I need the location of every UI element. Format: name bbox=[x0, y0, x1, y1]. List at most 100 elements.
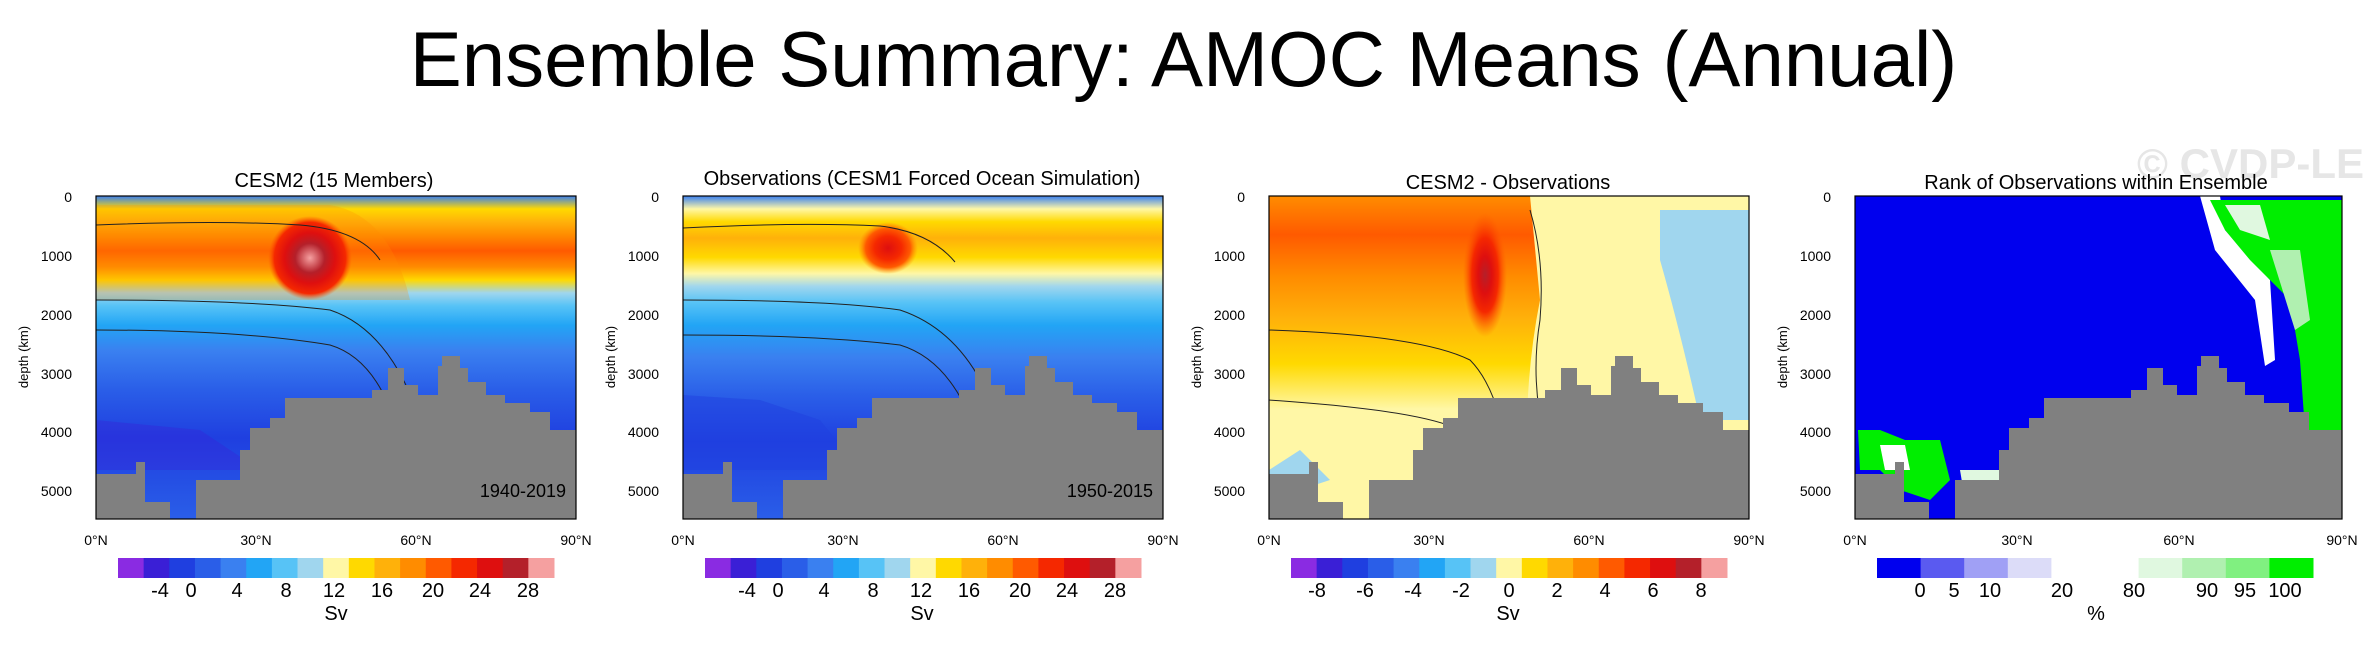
panel-4-ytick-4: 4000 bbox=[1800, 424, 1831, 440]
panel-1-ytick-5: 5000 bbox=[41, 483, 72, 499]
panel-3-xtick-1: 30°N bbox=[1413, 532, 1444, 548]
watermark: © CVDP-LE bbox=[2137, 140, 2364, 187]
panel-1-xtick-3: 90°N bbox=[560, 532, 591, 548]
figure-title: Ensemble Summary: AMOC Means (Annual) bbox=[409, 15, 1958, 103]
panel-1-colorbar-swatch bbox=[169, 558, 196, 578]
panel-4-white-band bbox=[2200, 196, 2275, 366]
panel-2-title: Observations (CESM1 Forced Ocean Simulat… bbox=[704, 168, 1141, 190]
panel-3-colorbar-swatch bbox=[1573, 558, 1600, 578]
panel-3-colorbar-swatch bbox=[1470, 558, 1497, 578]
panel-2-xtick-2: 60°N bbox=[987, 532, 1018, 548]
panel-4-frame bbox=[1854, 195, 2343, 520]
panel-4-cb-tick-3: 20 bbox=[2051, 580, 2073, 602]
panel-1-frame bbox=[95, 195, 577, 520]
panel-1-y-axis: depth (km) 0 1000 2000 3000 4000 5000 bbox=[16, 189, 72, 499]
panel-3-y-axis: depth (km) 0 1000 2000 3000 4000 5000 bbox=[1189, 189, 1245, 499]
panel-3-xtick-2: 60°N bbox=[1573, 532, 1604, 548]
panel-4-colorbar-swatch bbox=[2051, 558, 2096, 578]
panel-3-bathymetry bbox=[1269, 356, 1749, 519]
panel-2-colorbar-swatch bbox=[961, 558, 988, 578]
panel-1-xtick-0: 0°N bbox=[84, 532, 108, 548]
panel-2-cb-tick-4: 12 bbox=[910, 580, 932, 602]
panel-3-cb-tick-5: 2 bbox=[1551, 580, 1562, 602]
panel-3-cb-tick-0: -8 bbox=[1308, 580, 1326, 602]
panel-4-colorbar-swatch bbox=[2225, 558, 2270, 578]
panel-1-colorbar-swatch bbox=[502, 558, 529, 578]
panel-1-ytick-1: 1000 bbox=[41, 248, 72, 264]
panel-2-colorbar-swatch bbox=[781, 558, 809, 578]
panel-4-colorbar-swatch bbox=[2138, 558, 2183, 578]
panel-1-cb-tick-7: 24 bbox=[469, 580, 491, 602]
panel-3-xtick-0: 0°N bbox=[1257, 532, 1281, 548]
panel-4-colorbar-swatch bbox=[1920, 558, 1965, 578]
panel-3-ytick-1: 1000 bbox=[1214, 248, 1245, 264]
panel-3-plot bbox=[1268, 195, 1750, 520]
panel-4-x-axis: 0°N 30°N 60°N 90°N bbox=[1843, 532, 2357, 548]
panel-4-cb-tick-4: 80 bbox=[2123, 580, 2145, 602]
panel-1-contour-c bbox=[95, 222, 381, 261]
panel-2-deep-cell bbox=[683, 395, 860, 470]
panel-3-y-label: depth (km) bbox=[1189, 326, 1204, 388]
panel-1-colorbar-swatch bbox=[348, 558, 375, 578]
panel-3-max-core bbox=[1463, 213, 1507, 337]
panel-2-cb-tick-2: 4 bbox=[818, 580, 829, 602]
panel-4-cb-tick-6: 95 bbox=[2234, 580, 2256, 602]
panel-4-y-axis: depth (km) 0 1000 2000 3000 4000 5000 bbox=[1775, 189, 1831, 499]
panel-1-ytick-0: 0 bbox=[64, 189, 72, 205]
panel-4-colorbar-swatch bbox=[1877, 558, 1922, 578]
panel-2-colorbar-swatch bbox=[1089, 558, 1116, 578]
panel-3-colorbar-swatch bbox=[1650, 558, 1677, 578]
panel-3-cb-tick-8: 8 bbox=[1695, 580, 1706, 602]
panel-1-cb-tick-3: 8 bbox=[280, 580, 291, 602]
panel-1-colorbar-swatch bbox=[374, 558, 401, 578]
panel-3-colorbar-swatch bbox=[1598, 558, 1625, 578]
panel-2-y-label: depth (km) bbox=[603, 326, 618, 388]
panel-4: Rank of Observations within Ensemble dep… bbox=[1775, 172, 2358, 625]
panel-1-title: CESM2 (15 Members) bbox=[235, 170, 434, 192]
panel-2-ytick-5: 5000 bbox=[628, 483, 659, 499]
panel-3-colorbar-swatch bbox=[1444, 558, 1472, 578]
panel-2-colorbar-swatch bbox=[807, 558, 834, 578]
panel-1-colorbar-swatch bbox=[400, 558, 427, 578]
panel-4-cb-tick-1: 5 bbox=[1948, 580, 1959, 602]
panel-1-colorbar-swatch bbox=[246, 558, 273, 578]
panel-2-xtick-1: 30°N bbox=[827, 532, 858, 548]
panel-3-colorbar-swatch bbox=[1291, 558, 1318, 578]
panel-4-bathymetry bbox=[1855, 356, 2342, 519]
panel-1-cb-tick-6: 20 bbox=[422, 580, 444, 602]
panel-2-colorbar-swatch bbox=[935, 558, 962, 578]
panel-1-deep-cell bbox=[96, 420, 260, 470]
panel-1-cb-tick-2: 4 bbox=[231, 580, 242, 602]
panel-4-ytick-5: 5000 bbox=[1800, 483, 1831, 499]
panel-4-xtick-0: 0°N bbox=[1843, 532, 1867, 548]
panel-1-colorbar: -4 0 4 8 12 16 20 24 28 Sv bbox=[118, 558, 555, 625]
panel-3-colorbar-swatch bbox=[1624, 558, 1651, 578]
panel-3: CESM2 - Observations depth (km) 0 1000 2… bbox=[1189, 172, 1765, 625]
panel-4-green-north bbox=[2210, 200, 2342, 430]
panel-4-xtick-1: 30°N bbox=[2001, 532, 2032, 548]
panel-4-colorbar: 0 5 10 20 80 90 95 100 % bbox=[1877, 558, 2314, 625]
panel-2-contour-a bbox=[682, 299, 991, 401]
panel-1-colorbar-swatch bbox=[528, 558, 555, 578]
panel-3-x-axis: 0°N 30°N 60°N 90°N bbox=[1257, 532, 1764, 548]
panel-1-contour-a bbox=[95, 299, 421, 421]
panel-4-colorbar-swatch bbox=[1964, 558, 2009, 578]
panel-2-colorbar-swatch bbox=[730, 558, 757, 578]
panel-2-ytick-3: 3000 bbox=[628, 366, 659, 382]
panel-1-colorbar-swatch bbox=[451, 558, 478, 578]
panel-3-colorbar-swatch bbox=[1521, 558, 1548, 578]
panel-3-colorbar-swatch bbox=[1393, 558, 1420, 578]
panel-4-ytick-2: 2000 bbox=[1800, 307, 1831, 323]
panel-2-cb-tick-6: 20 bbox=[1009, 580, 1031, 602]
panel-2-ytick-2: 2000 bbox=[628, 307, 659, 323]
panel-2-colorbar-ticks: -4 0 4 8 12 16 20 24 28 bbox=[738, 580, 1126, 602]
panel-2-xtick-3: 90°N bbox=[1147, 532, 1178, 548]
panel-1-cb-tick-5: 16 bbox=[371, 580, 393, 602]
panel-4-ytick-0: 0 bbox=[1823, 189, 1831, 205]
panel-1-y-label: depth (km) bbox=[16, 326, 31, 388]
panel-2-cb-tick-1: 0 bbox=[772, 580, 783, 602]
panel-3-ytick-3: 3000 bbox=[1214, 366, 1245, 382]
panel-1-ytick-3: 3000 bbox=[41, 366, 72, 382]
panel-1-colorbar-swatch bbox=[297, 558, 324, 578]
